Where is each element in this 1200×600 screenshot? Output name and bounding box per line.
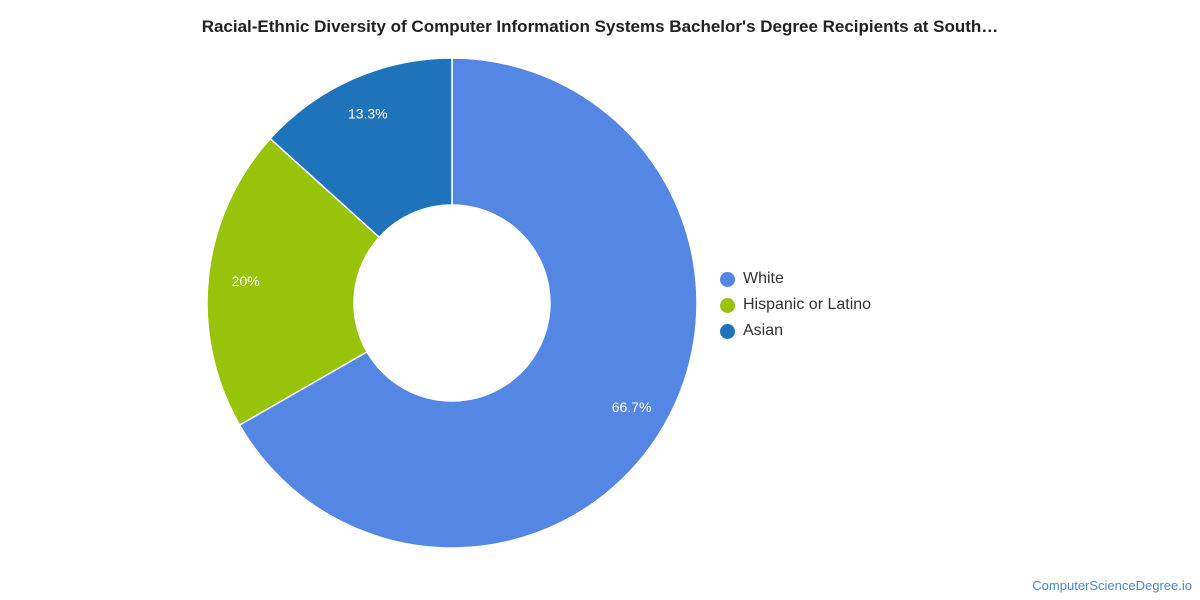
data-label-white: 66.7% [612, 399, 652, 415]
legend-label: Hispanic or Latino [743, 296, 872, 313]
legend-item-asian[interactable]: Asian [720, 318, 871, 344]
legend-item-hispanic-or-latino[interactable]: Hispanic or Latino [720, 292, 871, 318]
slice-asian[interactable] [269, 57, 453, 239]
legend-label: Asian [743, 322, 784, 339]
data-label-hispanic-or-latino: 20% [232, 273, 260, 289]
slice-white[interactable] [238, 57, 698, 549]
slice-hispanic-or-latino[interactable] [206, 137, 381, 427]
data-label-asian: 13.3% [348, 105, 388, 121]
legend: White Hispanic or Latino Asian [720, 266, 871, 344]
legend-swatch [720, 297, 735, 313]
legend-swatch [720, 271, 735, 287]
chart-title: Racial-Ethnic Diversity of Computer Info… [201, 17, 999, 36]
legend-item-white[interactable]: White [720, 266, 871, 292]
legend-label: White [743, 270, 784, 287]
source-credit[interactable]: ComputerScienceDegree.io [1032, 578, 1192, 593]
legend-swatch [720, 323, 735, 339]
